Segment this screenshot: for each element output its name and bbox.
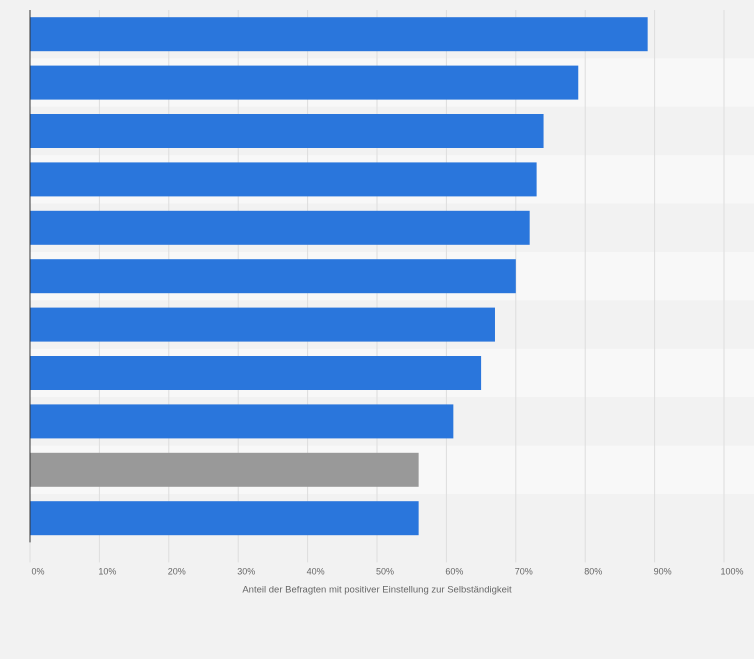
bar[interactable] <box>30 210 530 245</box>
x-tick-label: 10% <box>98 566 116 576</box>
x-tick-label: 90% <box>654 566 672 576</box>
bar[interactable] <box>30 356 482 390</box>
x-tick-label: 30% <box>237 566 255 576</box>
x-tick-label: 60% <box>445 566 463 576</box>
x-tick-label: 80% <box>584 566 602 576</box>
bar[interactable] <box>30 114 544 148</box>
x-tick-label: 50% <box>376 566 394 576</box>
x-tick-label: 20% <box>168 566 186 576</box>
x-tick-label: 40% <box>307 566 325 576</box>
x-axis-title: Anteil der Befragten mit positiver Einst… <box>242 584 512 595</box>
x-tick-label: 100% <box>720 566 743 576</box>
x-tick-label: 70% <box>515 566 533 576</box>
bar[interactable] <box>30 452 419 487</box>
bar[interactable] <box>30 17 648 52</box>
bar[interactable] <box>30 259 516 294</box>
bar[interactable] <box>30 65 579 100</box>
x-tick-label: 0% <box>31 566 44 576</box>
bar[interactable] <box>30 404 454 439</box>
bar[interactable] <box>30 307 495 342</box>
bars <box>30 17 648 536</box>
x-tick-labels: 0% 10% 20% 30% 40% 50% 60% 70% 80% 90% 100% <box>31 566 743 576</box>
bar[interactable] <box>30 501 419 536</box>
bar[interactable] <box>30 162 537 197</box>
